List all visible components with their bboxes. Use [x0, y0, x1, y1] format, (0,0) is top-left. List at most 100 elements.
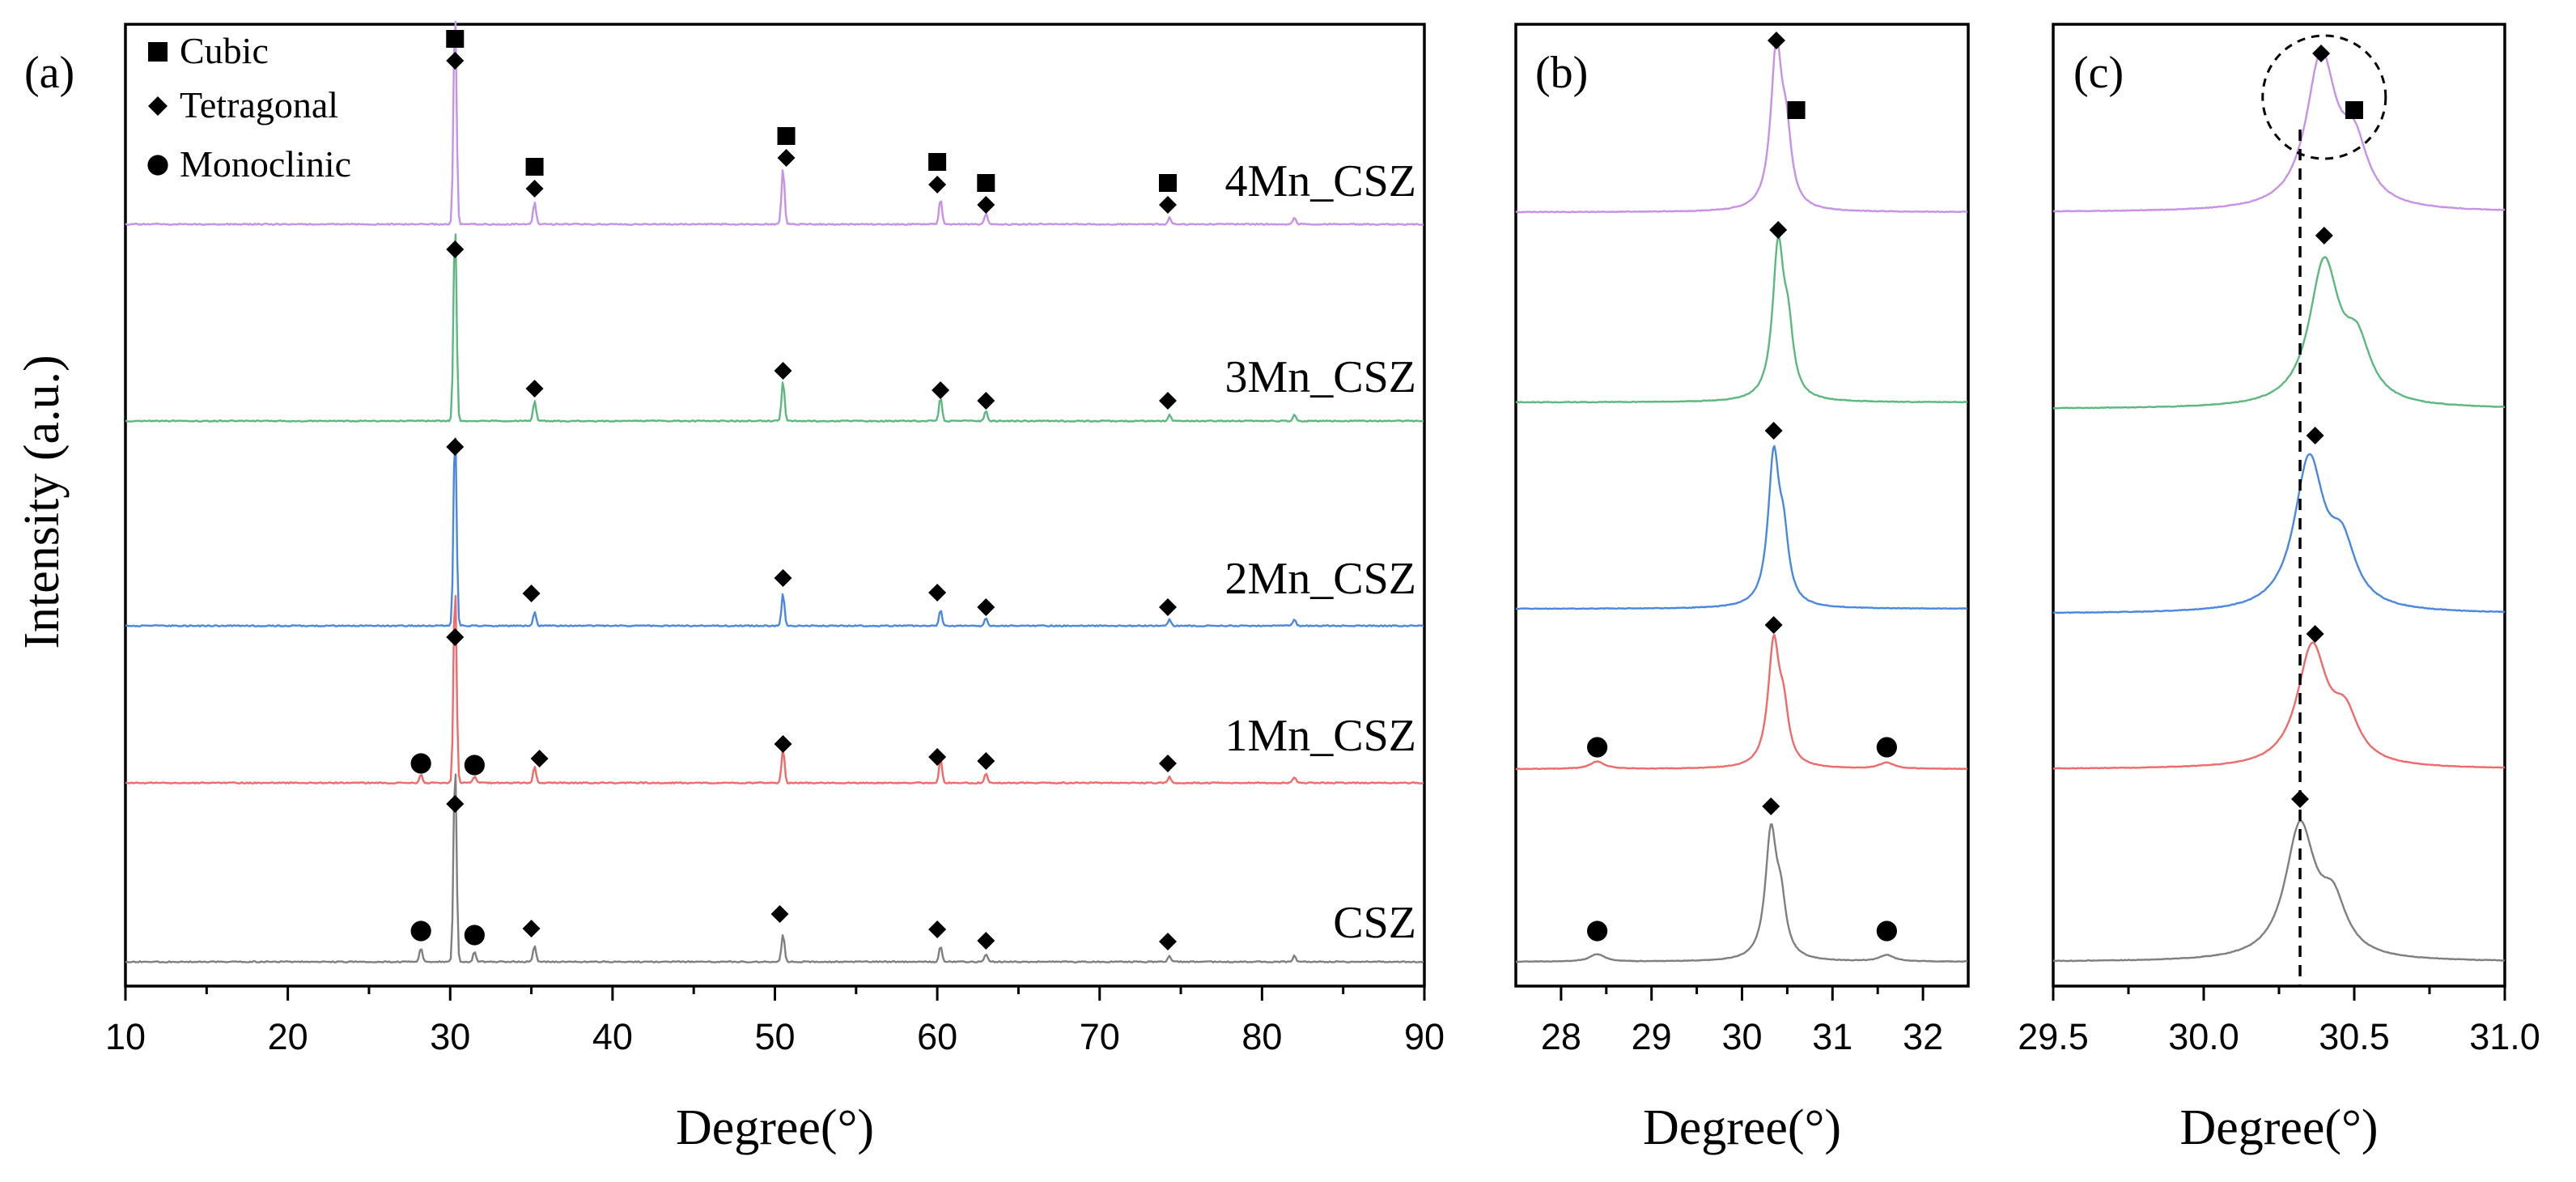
panel-1-frame [1514, 23, 1970, 988]
series-label-3: 1Mn_CSZ [1225, 711, 1417, 761]
highlight-dashed-circle [2261, 34, 2387, 160]
marker-2-3-diamond [2306, 625, 2324, 643]
marker-0-4-diamond [928, 921, 947, 938]
marker-0-0-square [1159, 174, 1178, 192]
marker-1-0-square [1787, 101, 1806, 119]
trace-1-3 [1516, 634, 1968, 771]
panel-2-label: (c) [2073, 48, 2124, 98]
panel-1-xtick-label-3: 31 [1812, 1016, 1852, 1057]
panel-0-xtick-label-8: 90 [1404, 1016, 1445, 1057]
marker-0-0-square [446, 30, 465, 48]
marker-0-3-diamond [977, 752, 995, 770]
marker-0-1-diamond [1159, 392, 1178, 410]
y-axis-title: Intensity (a.u.) [15, 355, 70, 648]
marker-0-4-circle [410, 921, 431, 942]
marker-0-1-diamond [977, 392, 995, 410]
marker-0-1-diamond [446, 240, 465, 258]
marker-0-3-diamond [530, 750, 549, 767]
marker-0-3-diamond [1159, 755, 1178, 772]
trace-2-0 [2052, 49, 2506, 213]
panel-0-xtick-label-1: 20 [268, 1016, 308, 1057]
marker-0-2-diamond [446, 438, 465, 456]
panel-0-xtick-label-3: 40 [592, 1016, 633, 1057]
panel-2-x-axis-title: Degree(°) [2179, 1100, 2378, 1155]
trace-2-1 [2053, 256, 2505, 410]
panel-0-xtick-label-7: 80 [1241, 1016, 1282, 1057]
panel-1-xtick-label-0: 28 [1541, 1016, 1581, 1057]
marker-0-0-square [928, 153, 947, 171]
legend-label-1: Tetragonal [180, 84, 338, 125]
panel-2-xtick-label-1: 30.0 [2168, 1016, 2239, 1057]
marker-0-0-diamond [777, 149, 796, 167]
marker-0-0-diamond [525, 180, 544, 198]
marker-1-4-circle [1587, 921, 1608, 942]
panel-2-xtick-label-2: 30.5 [2319, 1016, 2390, 1057]
panel-1-xtick-label-1: 29 [1632, 1016, 1672, 1057]
panel-2-xtick-label-3: 31.0 [2469, 1016, 2540, 1057]
marker-0-0-square [977, 174, 995, 192]
trace-2-3 [2052, 641, 2506, 770]
series-label-0: 4Mn_CSZ [1225, 156, 1417, 206]
marker-2-0-square [2345, 101, 2363, 119]
panel-0-x-axis-title: Degree(°) [676, 1100, 874, 1155]
marker-0-4-diamond [522, 920, 541, 938]
marker-1-4-diamond [1762, 797, 1780, 815]
trace-1-1 [1515, 235, 1968, 404]
marker-1-4-circle [1876, 921, 1897, 942]
trace-1-4 [1515, 823, 1968, 963]
legend-label-0: Cubic [180, 30, 269, 71]
legend-label-2: Monoclinic [180, 143, 351, 185]
trace-2-4 [2052, 819, 2506, 963]
panel-0-label: (a) [24, 48, 74, 98]
marker-0-2-diamond [522, 585, 541, 602]
marker-0-0-diamond [928, 176, 947, 193]
marker-2-0-diamond [2312, 45, 2331, 62]
marker-0-0-diamond [446, 52, 465, 70]
trace-0-3 [125, 594, 1424, 784]
marker-0-3-diamond [446, 628, 465, 646]
marker-1-3-circle [1587, 737, 1608, 758]
trace-0-4 [125, 773, 1424, 963]
panel-0-xtick-label-4: 50 [754, 1016, 795, 1057]
legend-marker-2 [147, 155, 168, 176]
legend-marker-1 [148, 96, 168, 116]
panel-0-xtick-label-6: 70 [1080, 1016, 1120, 1057]
marker-1-3-diamond [1764, 616, 1783, 634]
marker-0-0-diamond [1159, 196, 1178, 214]
marker-0-0-square [525, 158, 544, 176]
series-label-4: CSZ [1333, 898, 1416, 948]
marker-0-4-circle [464, 925, 485, 946]
series-label-2: 2Mn_CSZ [1225, 554, 1417, 604]
marker-0-3-circle [464, 755, 485, 776]
marker-0-3-diamond [774, 735, 792, 753]
panel-2-xtick-label-0: 29.5 [2018, 1016, 2089, 1057]
panel-1-label: (b) [1535, 48, 1588, 98]
trace-0-0 [125, 20, 1424, 226]
marker-0-0-square [777, 127, 796, 145]
marker-0-4-diamond [977, 932, 995, 950]
trace-1-2 [1515, 444, 1968, 610]
marker-0-4-diamond [446, 795, 465, 813]
marker-0-2-diamond [928, 584, 947, 602]
marker-1-3-circle [1876, 737, 1897, 758]
panel-1-xtick-label-4: 32 [1903, 1016, 1943, 1057]
marker-1-2-diamond [1764, 422, 1783, 440]
trace-1-0 [1515, 36, 1968, 214]
marker-0-0-diamond [977, 196, 995, 214]
marker-0-1-diamond [525, 380, 544, 398]
marker-0-4-diamond [1159, 933, 1178, 950]
panel-1-x-axis-title: Degree(°) [1643, 1100, 1841, 1155]
trace-2-2 [2052, 453, 2506, 614]
legend-marker-0 [148, 42, 168, 62]
trace-0-2 [125, 437, 1424, 627]
panel-0-xtick-label-2: 30 [430, 1016, 470, 1057]
marker-0-1-diamond [774, 362, 792, 380]
panel-0-xtick-label-5: 60 [917, 1016, 957, 1057]
marker-1-1-diamond [1769, 221, 1788, 239]
panel-2-frame [2052, 23, 2506, 988]
series-label-1: 3Mn_CSZ [1225, 352, 1417, 402]
marker-0-3-diamond [928, 748, 947, 766]
marker-0-4-diamond [770, 905, 789, 923]
trace-0-1 [125, 233, 1424, 423]
